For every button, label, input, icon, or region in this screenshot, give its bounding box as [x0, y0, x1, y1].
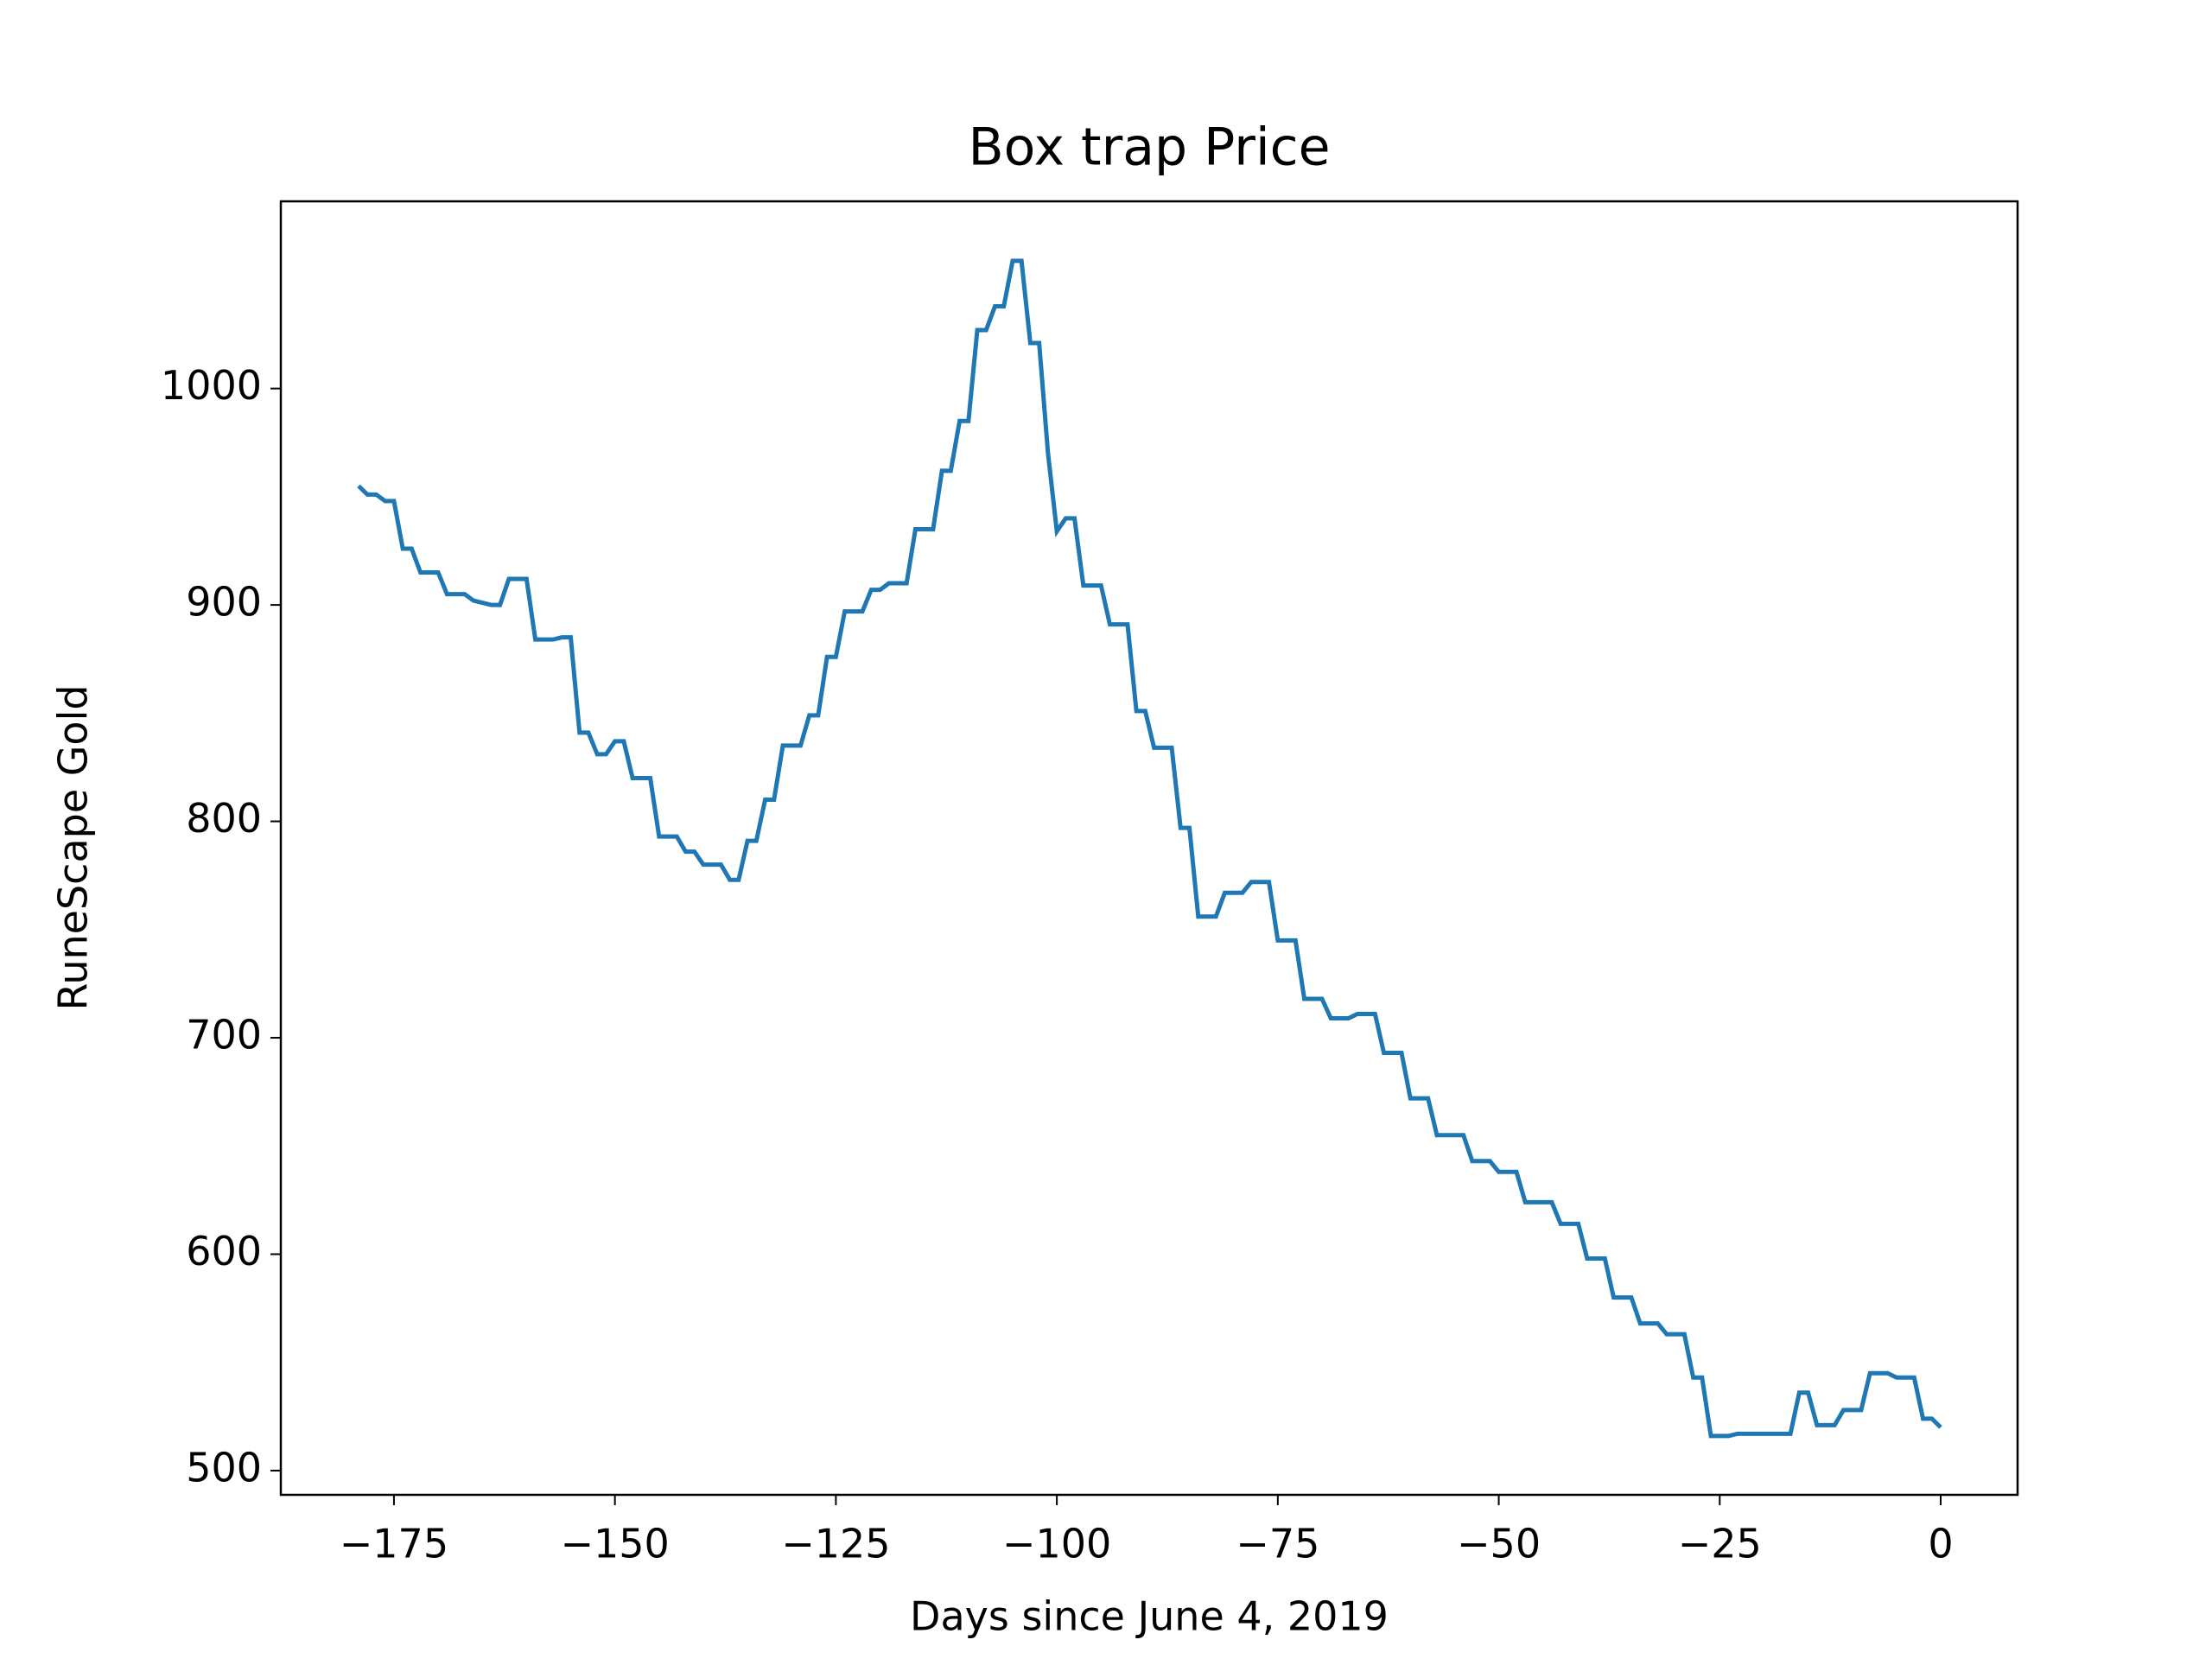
y-tick-label: 600	[186, 1228, 262, 1274]
y-tick-label: 900	[186, 579, 262, 626]
y-tick-label: 500	[186, 1444, 262, 1491]
x-axis-label: Days since June 4, 2019	[910, 1593, 1389, 1640]
chart-title: Box trap Price	[968, 118, 1330, 178]
x-tick-label: −50	[1457, 1521, 1541, 1567]
x-tick-label: −125	[781, 1521, 890, 1567]
x-tick-label: −75	[1236, 1521, 1319, 1567]
price-line	[357, 258, 1942, 1439]
x-tick-label: 0	[1928, 1521, 1953, 1567]
x-tick-label: −25	[1678, 1521, 1762, 1567]
x-tick-label: −175	[340, 1521, 448, 1567]
y-tick-label: 700	[186, 1012, 262, 1058]
x-tick-label: −100	[1002, 1521, 1111, 1567]
y-tick-label: 1000	[161, 362, 262, 409]
y-axis-label: RuneScape Gold	[50, 684, 97, 1010]
x-tick-label: −150	[560, 1521, 669, 1567]
plot-frame	[279, 200, 2019, 1497]
y-tick-label: 800	[186, 795, 262, 842]
